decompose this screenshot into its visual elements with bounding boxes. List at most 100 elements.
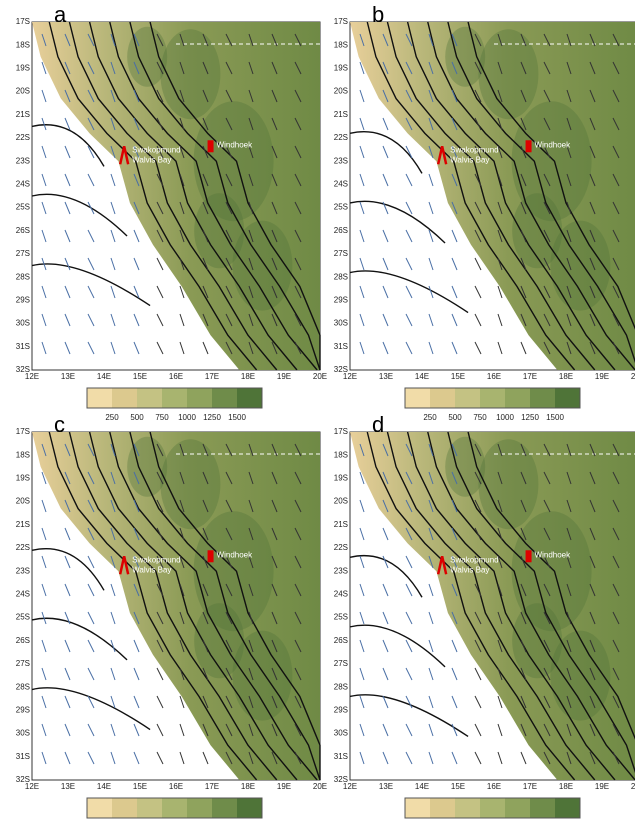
lat-tick-label: 23S [16,156,30,165]
lon-tick-label: 12E [343,372,357,381]
map-panel: SwakopmundWalvis BayWindhoek17S18S19S20S… [16,412,327,823]
lat-tick-label: 18S [16,40,30,49]
lon-tick-label: 18E [241,372,255,381]
colorbar-swatch [162,798,187,818]
map-panel: SwakopmundWalvis BayWindhoek17S18S19S20S… [334,2,635,422]
lat-tick-label: 21S [334,520,348,529]
lon-tick-label: 13E [61,372,75,381]
lat-tick-label: 29S [16,706,30,715]
colorbar-swatch [162,388,187,408]
lon-tick-label: 14E [97,782,111,791]
lon-tick-label: 16E [169,782,183,791]
colorbar-swatch [112,388,137,408]
lon-tick-label: 19E [277,782,291,791]
place-label: Windhoek [217,140,254,149]
colorbar-tick-label: 750 [473,413,487,422]
lon-tick-label: 15E [133,782,147,791]
lat-tick-label: 19S [16,64,30,73]
lon-tick-label: 13E [379,782,393,791]
lon-tick-label: 18E [559,372,573,381]
lat-tick-label: 31S [334,752,348,761]
place-label: Walvis Bay [132,155,171,164]
place-marker [526,550,532,562]
colorbar-tick-label: 1250 [521,413,539,422]
panel-label: a [54,2,67,27]
lon-tick-label: 20E [313,782,327,791]
colorbar-tick-label: 250 [105,413,119,422]
lon-tick-label: 14E [97,372,111,381]
panel-label: d [372,412,384,437]
colorbar-swatch [237,388,262,408]
lon-tick-label: 16E [169,372,183,381]
lon-tick-label: 14E [415,782,429,791]
colorbar-swatch [480,388,505,408]
lat-tick-label: 22S [16,543,30,552]
lat-tick-label: 18S [334,40,348,49]
lon-tick-label: 20E [631,782,635,791]
lat-tick-label: 24S [334,590,348,599]
lon-tick-label: 18E [559,782,573,791]
lon-tick-label: 17E [523,372,537,381]
lon-tick-label: 13E [61,782,75,791]
lat-tick-label: 22S [334,543,348,552]
lon-tick-label: 15E [451,372,465,381]
lat-tick-label: 29S [334,296,348,305]
lat-tick-label: 25S [16,613,30,622]
lat-tick-label: 28S [334,682,348,691]
place-marker [208,140,214,152]
colorbar-tick-label: 500 [448,413,462,422]
terrain-patch [478,439,538,529]
lat-tick-label: 31S [16,752,30,761]
colorbar-swatch [112,798,137,818]
place-label: Swakopmund [132,145,180,154]
lat-tick-label: 17S [334,427,348,436]
lon-tick-label: 14E [415,372,429,381]
colorbar-tick-label: 1000 [496,413,514,422]
lon-tick-label: 18E [241,782,255,791]
colorbar-swatch [405,798,430,818]
lat-tick-label: 30S [16,729,30,738]
lat-tick-label: 29S [16,296,30,305]
lat-tick-label: 25S [334,613,348,622]
map-panel: SwakopmundWalvis BayWindhoek17S18S19S20S… [16,2,327,422]
lat-tick-label: 26S [16,226,30,235]
lat-tick-label: 24S [16,180,30,189]
lat-tick-label: 17S [16,427,30,436]
colorbar-swatch [505,388,530,408]
lat-tick-label: 18S [16,450,30,459]
colorbar-swatch [455,388,480,408]
colorbar-swatch [87,798,112,818]
place-label: Windhoek [217,550,254,559]
lat-tick-label: 25S [334,203,348,212]
lat-tick-label: 25S [16,203,30,212]
lat-tick-label: 26S [16,636,30,645]
colorbar-swatch [530,798,555,818]
colorbar-swatch [505,798,530,818]
place-marker [526,140,532,152]
lon-tick-label: 17E [205,372,219,381]
lon-tick-label: 17E [205,782,219,791]
terrain-patch [160,439,220,529]
colorbar-swatch [187,798,212,818]
colorbar-swatch [555,798,580,818]
lat-tick-label: 30S [334,729,348,738]
lon-tick-label: 15E [451,782,465,791]
colorbar-tick-label: 500 [130,413,144,422]
lat-tick-label: 19S [16,474,30,483]
lon-tick-label: 16E [487,372,501,381]
lat-tick-label: 28S [16,682,30,691]
lat-tick-label: 20S [16,87,30,96]
place-label: Swakopmund [450,145,498,154]
lat-tick-label: 27S [16,659,30,668]
colorbar-tick-label: 750 [155,413,169,422]
place-label: Swakopmund [132,555,180,564]
lat-tick-label: 31S [16,342,30,351]
lon-tick-label: 17E [523,782,537,791]
lat-tick-label: 28S [334,272,348,281]
lat-tick-label: 28S [16,272,30,281]
colorbar-swatch [455,798,480,818]
place-label: Walvis Bay [132,565,171,574]
place-label: Windhoek [535,550,572,559]
colorbar-swatch [237,798,262,818]
figure: SwakopmundWalvis BayWindhoek17S18S19S20S… [0,0,635,823]
